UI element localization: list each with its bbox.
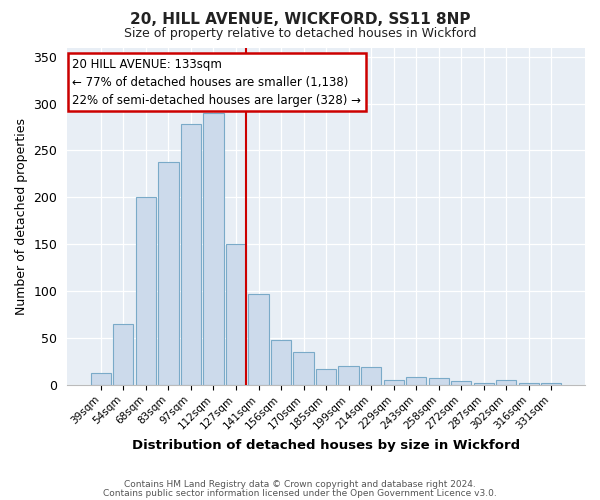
X-axis label: Distribution of detached houses by size in Wickford: Distribution of detached houses by size … xyxy=(132,440,520,452)
Bar xyxy=(293,352,314,384)
Text: Contains HM Land Registry data © Crown copyright and database right 2024.: Contains HM Land Registry data © Crown c… xyxy=(124,480,476,489)
Bar xyxy=(316,368,336,384)
Bar xyxy=(406,377,427,384)
Bar xyxy=(361,367,381,384)
Bar xyxy=(136,198,156,384)
Text: 20, HILL AVENUE, WICKFORD, SS11 8NP: 20, HILL AVENUE, WICKFORD, SS11 8NP xyxy=(130,12,470,28)
Bar xyxy=(338,366,359,384)
Bar xyxy=(496,380,517,384)
Bar xyxy=(271,340,291,384)
Bar xyxy=(428,378,449,384)
Bar xyxy=(248,294,269,384)
Bar xyxy=(518,382,539,384)
Text: 20 HILL AVENUE: 133sqm
← 77% of detached houses are smaller (1,138)
22% of semi-: 20 HILL AVENUE: 133sqm ← 77% of detached… xyxy=(73,58,361,106)
Bar xyxy=(158,162,179,384)
Bar xyxy=(113,324,133,384)
Y-axis label: Number of detached properties: Number of detached properties xyxy=(15,118,28,314)
Text: Contains public sector information licensed under the Open Government Licence v3: Contains public sector information licen… xyxy=(103,489,497,498)
Text: Size of property relative to detached houses in Wickford: Size of property relative to detached ho… xyxy=(124,28,476,40)
Bar xyxy=(451,381,472,384)
Bar xyxy=(383,380,404,384)
Bar xyxy=(91,374,111,384)
Bar xyxy=(541,382,562,384)
Bar xyxy=(226,244,246,384)
Bar xyxy=(203,113,224,384)
Bar xyxy=(473,382,494,384)
Bar xyxy=(181,124,201,384)
